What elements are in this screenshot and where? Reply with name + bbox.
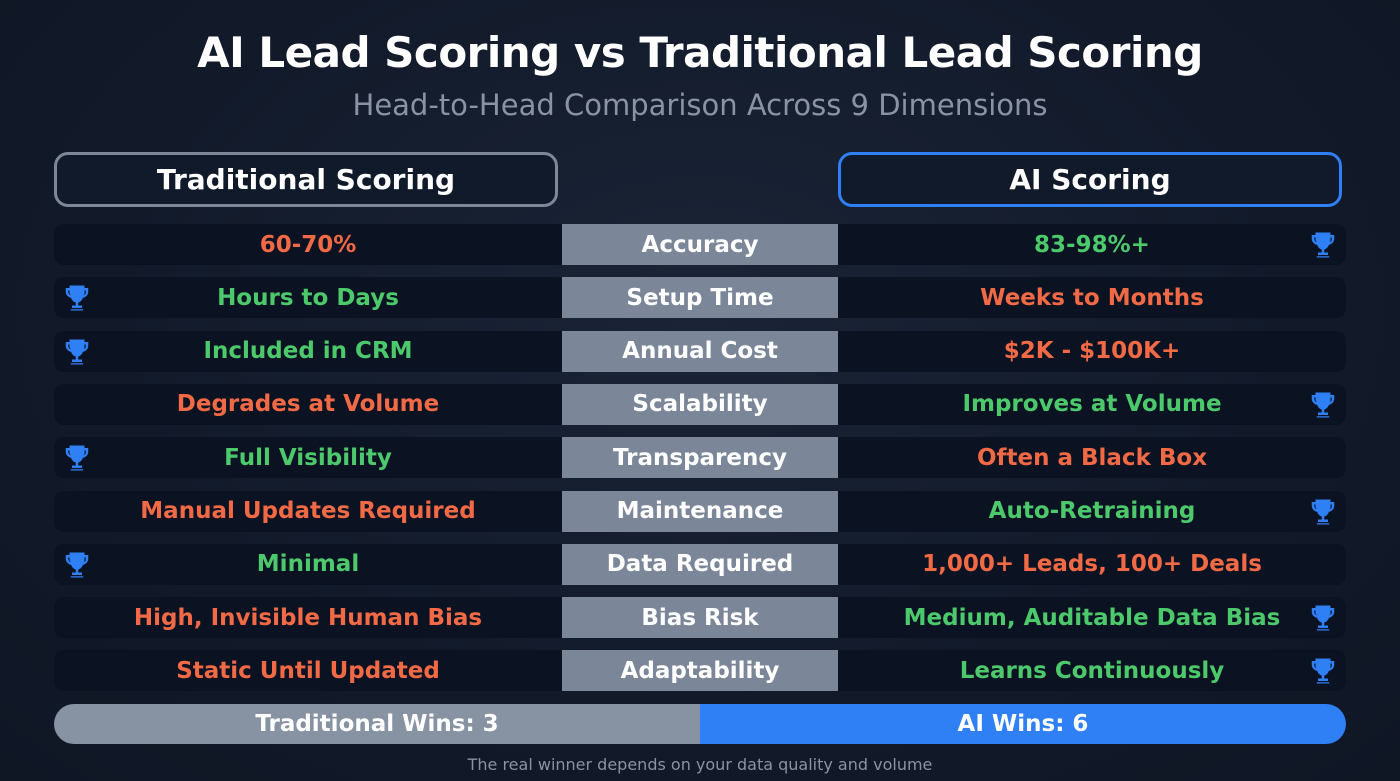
- comparison-row: Minimal Data Required 1,000+ Leads, 100+ D…: [54, 543, 1346, 585]
- ai-wins: AI Wins: 6: [700, 704, 1346, 744]
- ai-value: Improves at Volume: [838, 383, 1346, 425]
- comparison-row: Degrades at Volume Scalability Improves at…: [54, 383, 1346, 425]
- traditional-value: High, Invisible Human Bias: [54, 597, 562, 639]
- traditional-value: Included in CRM: [54, 330, 562, 372]
- dimension-label: Transparency: [562, 437, 838, 479]
- comparison-row: High, Invisible Human Bias Bias Risk Mediu…: [54, 597, 1346, 639]
- trophy-icon: [1308, 656, 1338, 686]
- footer-note: The real winner depends on your data qua…: [467, 755, 933, 774]
- dimension-label: Maintenance: [562, 490, 838, 532]
- ai-value: 83-98%+: [838, 224, 1346, 265]
- traditional-value: Manual Updates Required: [54, 490, 562, 532]
- comparison-row: 60-70% Accuracy 83-98%+: [54, 224, 1346, 265]
- trophy-icon: [1308, 230, 1338, 260]
- ai-value: Learns Continuously: [838, 650, 1346, 692]
- ai-value: Weeks to Months: [838, 277, 1346, 319]
- dimension-label: Setup Time: [562, 277, 838, 319]
- trophy-icon: [1308, 497, 1338, 527]
- traditional-value: Degrades at Volume: [54, 383, 562, 425]
- dimension-label: Accuracy: [562, 224, 838, 265]
- traditional-value: Static Until Updated: [54, 650, 562, 692]
- comparison-row: Static Until Updated Adaptability Learns C…: [54, 650, 1346, 692]
- dimension-label: Scalability: [562, 383, 838, 425]
- page-title: AI Lead Scoring vs Traditional Lead Scor…: [197, 28, 1203, 77]
- page-subtitle: Head-to-Head Comparison Across 9 Dimensi…: [352, 88, 1048, 122]
- ai-value: 1,000+ Leads, 100+ Deals: [838, 543, 1346, 585]
- traditional-value: Hours to Days: [54, 277, 562, 319]
- ai-header: AI Scoring: [838, 152, 1342, 207]
- traditional-value: Minimal: [54, 543, 562, 585]
- dimension-label: Data Required: [562, 543, 838, 585]
- trophy-icon: [1308, 390, 1338, 420]
- trophy-icon: [62, 550, 92, 580]
- trophy-icon: [62, 443, 92, 473]
- comparison-row: Hours to Days Setup Time Weeks to Months: [54, 277, 1346, 319]
- trophy-icon: [62, 337, 92, 367]
- ai-value: Auto-Retraining: [838, 490, 1346, 532]
- ai-value: Medium, Auditable Data Bias: [838, 597, 1346, 639]
- traditional-value: Full Visibility: [54, 437, 562, 479]
- comparison-row: Included in CRM Annual Cost $2K - $100K+: [54, 330, 1346, 372]
- ai-value: $2K - $100K+: [838, 330, 1346, 372]
- ai-value: Often a Black Box: [838, 437, 1346, 479]
- traditional-wins: Traditional Wins: 3: [54, 704, 700, 744]
- trophy-icon: [1308, 603, 1338, 633]
- comparison-row: Full Visibility Transparency Often a Black…: [54, 437, 1346, 479]
- dimension-label: Annual Cost: [562, 330, 838, 372]
- dimension-label: Bias Risk: [562, 597, 838, 639]
- trophy-icon: [62, 283, 92, 313]
- comparison-row: Manual Updates Required Maintenance Auto-R…: [54, 490, 1346, 532]
- traditional-header: Traditional Scoring: [54, 152, 558, 207]
- wins-tally-bar: Traditional Wins: 3 AI Wins: 6: [54, 704, 1346, 744]
- dimension-label: Adaptability: [562, 650, 838, 692]
- traditional-value: 60-70%: [54, 224, 562, 265]
